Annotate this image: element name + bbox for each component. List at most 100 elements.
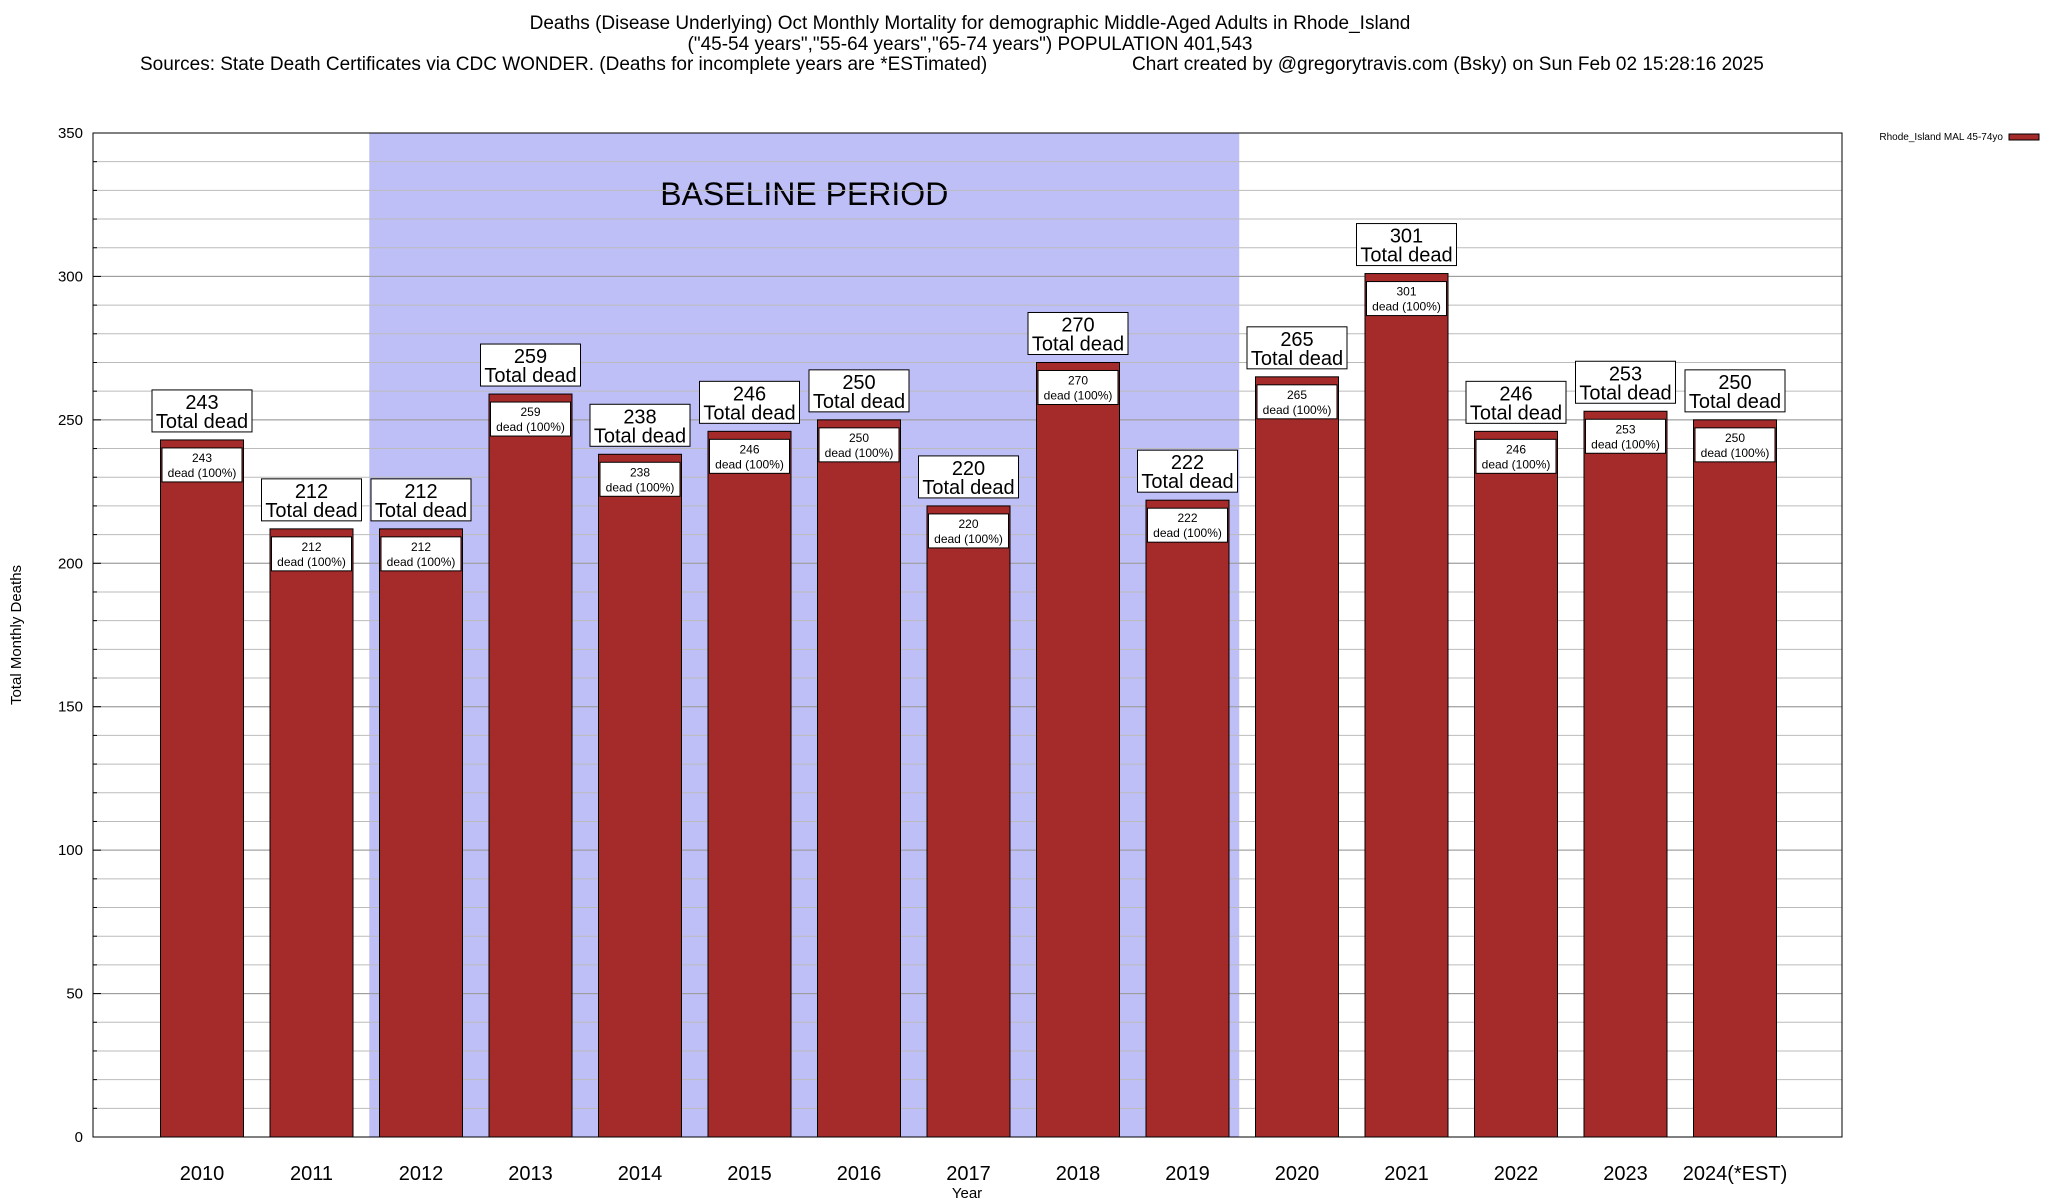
x-tick-label: 2023 [1603,1163,1648,1185]
bar-inner-label: dead (100%) [1372,300,1441,314]
bar-inner-value: 265 [1287,388,1307,402]
bar [488,393,573,1138]
bar-top-label-box [589,403,691,447]
bar-inner-value: 212 [301,540,321,554]
bar-top-value: 220 [952,458,985,480]
bar-top-value: 212 [295,481,328,503]
bar [1693,419,1777,1138]
bar [707,430,792,1138]
bar-top-label-box [1575,360,1676,404]
bar-inner-label-box [1037,369,1119,405]
bar-top-label: Total dead [1251,348,1343,370]
chart-title: Deaths (Disease Underlying) Oct Monthly … [529,13,1411,34]
legend-label: Rhode_Island MAL 45-74yo [1879,132,2003,143]
bar-inner-label-box [1585,418,1666,454]
bar-top-label-box [370,478,472,522]
y-tick-label: 300 [58,268,83,285]
y-tick-label: 150 [58,699,83,716]
bar-inner-label: dead (100%) [496,420,565,434]
bar-inner-label: dead (100%) [1701,446,1770,460]
x-tick-label: 2020 [1275,1163,1320,1185]
bar-top-label-box [1356,223,1457,267]
y-axis-label: Total Monthly Deaths [8,565,25,705]
bar-inner-value: 259 [520,405,540,419]
bar-inner-label: dead (100%) [825,446,894,460]
x-tick-label: 2021 [1384,1163,1429,1185]
bar [379,528,463,1138]
x-tick-label: 2017 [946,1163,991,1185]
bar-top-value: 253 [1609,363,1642,385]
bar-inner-label: dead (100%) [934,532,1003,546]
bar-top-label: Total dead [1032,333,1124,355]
bar-top-label: Total dead [484,365,576,387]
bar-top-label: Total dead [813,391,905,413]
bar-inner-value: 246 [1506,442,1526,456]
bar-top-label-box [1246,326,1348,370]
x-tick-label: 2011 [290,1163,333,1185]
bar-top-value: 270 [1061,314,1094,336]
bar-inner-label: dead (100%) [1591,437,1660,451]
bar-top-label-box [151,389,253,433]
bar-top-label-box [261,478,362,522]
bar-inner-label-box [818,427,900,463]
bar-top-label: Total dead [922,477,1014,499]
bar-top-value: 222 [1171,452,1204,474]
bar-inner-label: dead (100%) [168,466,237,480]
y-tick-label: 250 [58,412,83,429]
bar [817,419,901,1138]
x-tick-label: 2013 [508,1163,553,1185]
bar-inner-label-box [1147,507,1228,543]
bar-top-value: 246 [733,383,766,405]
bar-top-value: 250 [1718,372,1751,394]
bar-top-label-box [1684,369,1786,413]
bar-inner-label-box [380,536,462,572]
x-tick-label: 2018 [1056,1163,1101,1185]
bar-top-value: 246 [1499,383,1532,405]
x-tick-label: 2010 [180,1163,225,1185]
bar [598,453,682,1138]
bar-inner-label-box [161,447,243,483]
bar-top-label: Total dead [375,500,467,522]
bar [160,439,244,1138]
bar [1145,499,1230,1138]
bar-inner-value: 246 [739,442,759,456]
bar-top-label: Total dead [1689,391,1781,413]
y-tick-label: 50 [66,986,83,1003]
bar-top-label: Total dead [594,425,686,447]
bar [1474,430,1558,1138]
bar-inner-label: dead (100%) [1153,526,1222,540]
y-tick-label: 200 [58,555,83,572]
baseline-label: BASELINE PERIOD [660,176,948,212]
bar-top-value: 250 [842,372,875,394]
y-tick-label: 100 [58,842,83,859]
bar-top-label-box [480,343,581,387]
bar-inner-value: 212 [411,540,431,554]
bar-top-value: 212 [404,481,437,503]
bar-inner-label: dead (100%) [1044,388,1113,402]
y-tick-label: 0 [75,1129,83,1146]
bar-top-label-box [1027,311,1129,355]
bar-inner-value: 253 [1615,422,1635,436]
bar [269,528,354,1138]
bar-inner-value: 250 [849,431,869,445]
bar-inner-value: 220 [958,517,978,531]
bar-top-label: Total dead [1470,402,1562,424]
bar-inner-value: 301 [1396,285,1416,299]
bar-top-label: Total dead [156,411,248,433]
bar-inner-value: 238 [630,465,650,479]
bar-top-label-box [1465,380,1567,424]
bar [1583,410,1668,1138]
plot-frame [92,132,1843,1138]
bar-top-value: 265 [1280,329,1313,351]
chart-sources: Sources: State Death Certificates via CD… [140,54,988,75]
bar-inner-label: dead (100%) [715,457,784,471]
bar [1255,376,1339,1138]
bar-inner-label: dead (100%) [277,555,346,569]
bar-top-label-box [808,369,910,413]
bar-inner-label: dead (100%) [1263,403,1332,417]
bar-top-value: 259 [514,346,547,368]
bar-inner-label: dead (100%) [387,555,456,569]
bar-inner-value: 270 [1068,373,1088,387]
bar-top-label: Total dead [1141,471,1233,493]
